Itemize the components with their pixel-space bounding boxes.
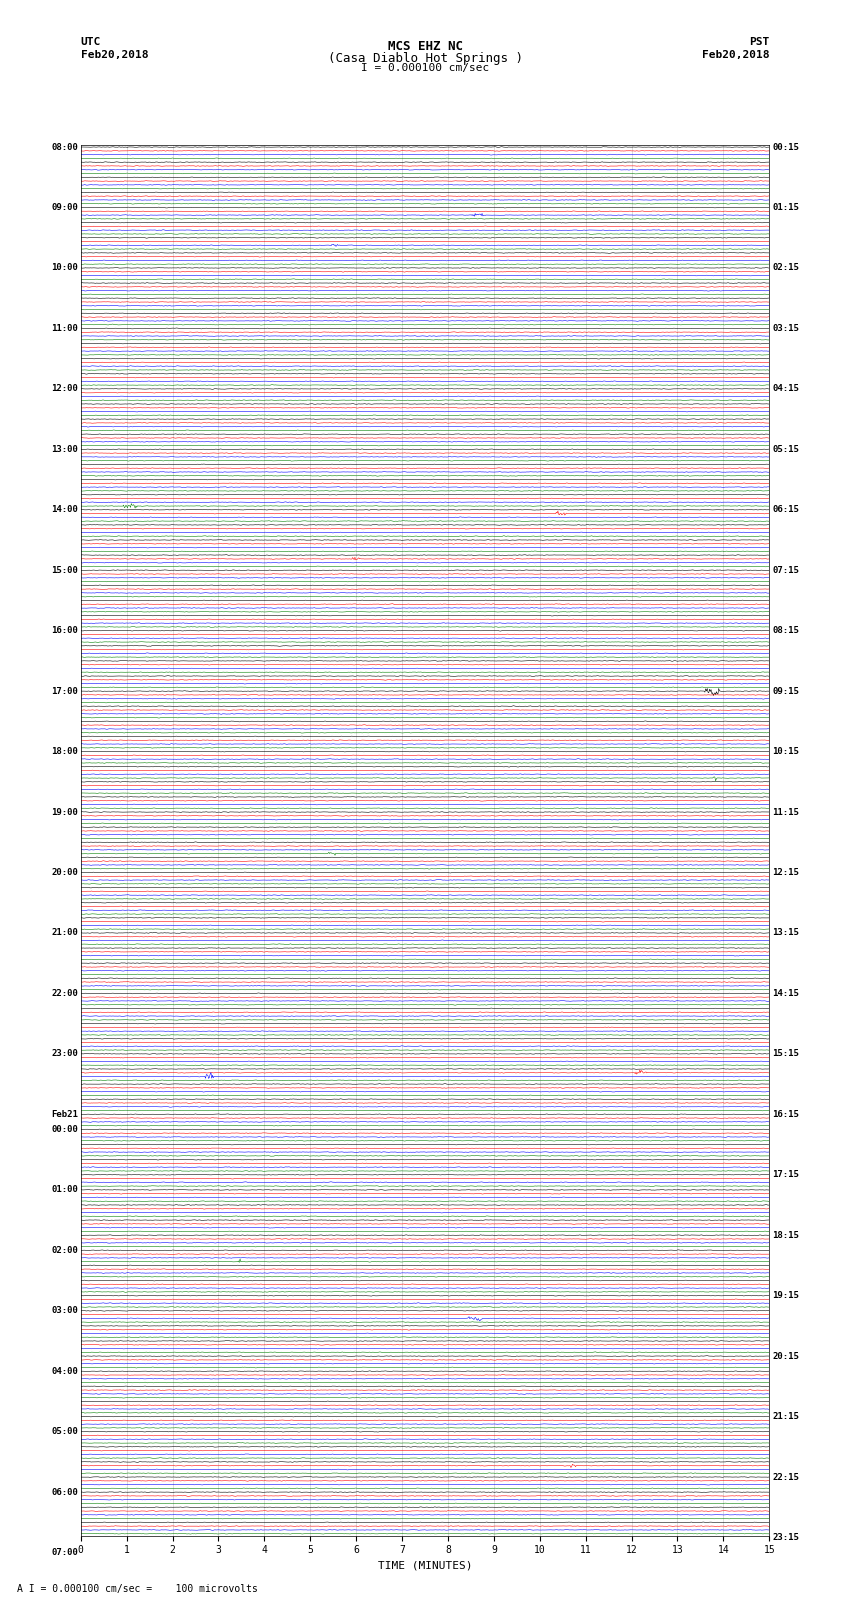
Text: 08:15: 08:15 xyxy=(772,626,799,636)
Text: 21:00: 21:00 xyxy=(51,929,78,937)
Text: (Casa Diablo Hot Springs ): (Casa Diablo Hot Springs ) xyxy=(327,52,523,65)
Text: UTC: UTC xyxy=(81,37,101,47)
Text: Feb20,2018: Feb20,2018 xyxy=(81,50,148,60)
Text: 21:15: 21:15 xyxy=(772,1411,799,1421)
Text: PST: PST xyxy=(749,37,769,47)
Text: 10:00: 10:00 xyxy=(51,263,78,273)
Text: 18:00: 18:00 xyxy=(51,747,78,756)
Text: 16:00: 16:00 xyxy=(51,626,78,636)
Text: 17:15: 17:15 xyxy=(772,1171,799,1179)
Text: 03:15: 03:15 xyxy=(772,324,799,332)
Text: 20:15: 20:15 xyxy=(772,1352,799,1361)
Text: 02:15: 02:15 xyxy=(772,263,799,273)
Text: 12:00: 12:00 xyxy=(51,384,78,394)
Text: 05:15: 05:15 xyxy=(772,445,799,453)
Text: 17:00: 17:00 xyxy=(51,687,78,695)
Text: 19:15: 19:15 xyxy=(772,1290,799,1300)
Text: 01:15: 01:15 xyxy=(772,203,799,211)
Text: 00:00: 00:00 xyxy=(51,1124,78,1134)
Text: 01:00: 01:00 xyxy=(51,1186,78,1194)
Text: Feb21: Feb21 xyxy=(51,1110,78,1119)
Text: 13:15: 13:15 xyxy=(772,929,799,937)
X-axis label: TIME (MINUTES): TIME (MINUTES) xyxy=(377,1561,473,1571)
Text: 08:00: 08:00 xyxy=(51,142,78,152)
Text: 14:15: 14:15 xyxy=(772,989,799,998)
Text: 04:00: 04:00 xyxy=(51,1366,78,1376)
Text: 03:00: 03:00 xyxy=(51,1307,78,1315)
Text: 15:15: 15:15 xyxy=(772,1050,799,1058)
Text: 11:15: 11:15 xyxy=(772,808,799,816)
Text: 13:00: 13:00 xyxy=(51,445,78,453)
Text: 10:15: 10:15 xyxy=(772,747,799,756)
Text: I = 0.000100 cm/sec: I = 0.000100 cm/sec xyxy=(361,63,489,73)
Text: 22:00: 22:00 xyxy=(51,989,78,998)
Text: MCS EHZ NC: MCS EHZ NC xyxy=(388,40,462,53)
Text: 15:00: 15:00 xyxy=(51,566,78,574)
Text: 06:15: 06:15 xyxy=(772,505,799,515)
Text: 04:15: 04:15 xyxy=(772,384,799,394)
Text: 23:15: 23:15 xyxy=(772,1532,799,1542)
Text: 22:15: 22:15 xyxy=(772,1473,799,1481)
Text: 19:00: 19:00 xyxy=(51,808,78,816)
Text: 09:00: 09:00 xyxy=(51,203,78,211)
Text: A I = 0.000100 cm/sec =    100 microvolts: A I = 0.000100 cm/sec = 100 microvolts xyxy=(17,1584,258,1594)
Text: 02:00: 02:00 xyxy=(51,1245,78,1255)
Text: 09:15: 09:15 xyxy=(772,687,799,695)
Text: 14:00: 14:00 xyxy=(51,505,78,515)
Text: 20:00: 20:00 xyxy=(51,868,78,877)
Text: 00:15: 00:15 xyxy=(772,142,799,152)
Text: 07:00: 07:00 xyxy=(51,1548,78,1557)
Text: 16:15: 16:15 xyxy=(772,1110,799,1119)
Text: Feb20,2018: Feb20,2018 xyxy=(702,50,769,60)
Text: 11:00: 11:00 xyxy=(51,324,78,332)
Text: 23:00: 23:00 xyxy=(51,1050,78,1058)
Text: 07:15: 07:15 xyxy=(772,566,799,574)
Text: 05:00: 05:00 xyxy=(51,1428,78,1436)
Text: 18:15: 18:15 xyxy=(772,1231,799,1240)
Text: 06:00: 06:00 xyxy=(51,1487,78,1497)
Text: 12:15: 12:15 xyxy=(772,868,799,877)
